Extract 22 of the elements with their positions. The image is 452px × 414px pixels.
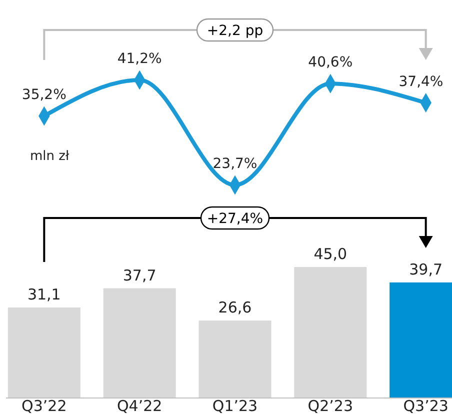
- bar: [103, 288, 176, 398]
- data-label: 39,7: [409, 260, 443, 278]
- bar: [8, 307, 80, 398]
- text: +2,2 pp: [206, 23, 264, 39]
- data-label: 45,0: [314, 245, 348, 263]
- data-label: 40,6%: [308, 54, 353, 71]
- data-label: 23,7%: [212, 156, 258, 172]
- data-label: 26,6: [218, 298, 252, 317]
- x-tick-label: Q3’22: [22, 397, 67, 414]
- x-tick-label: Q3’23: [403, 397, 448, 414]
- x-tick-label: Q1’23: [212, 397, 258, 414]
- data-label: 35,2%: [22, 87, 66, 103]
- data-label: 41,2%: [117, 51, 162, 67]
- data-label: 37,4%: [398, 74, 444, 90]
- x-tick-label: Q4’22: [116, 397, 162, 414]
- bar: [198, 320, 272, 398]
- data-label: 31,1: [27, 285, 61, 304]
- text: +27,4%: [206, 211, 264, 227]
- data-label: 37,7: [122, 266, 156, 284]
- bar: [294, 267, 367, 398]
- x-tick-label: Q2’23: [308, 397, 354, 414]
- y-axis-title: mln zł: [30, 149, 70, 164]
